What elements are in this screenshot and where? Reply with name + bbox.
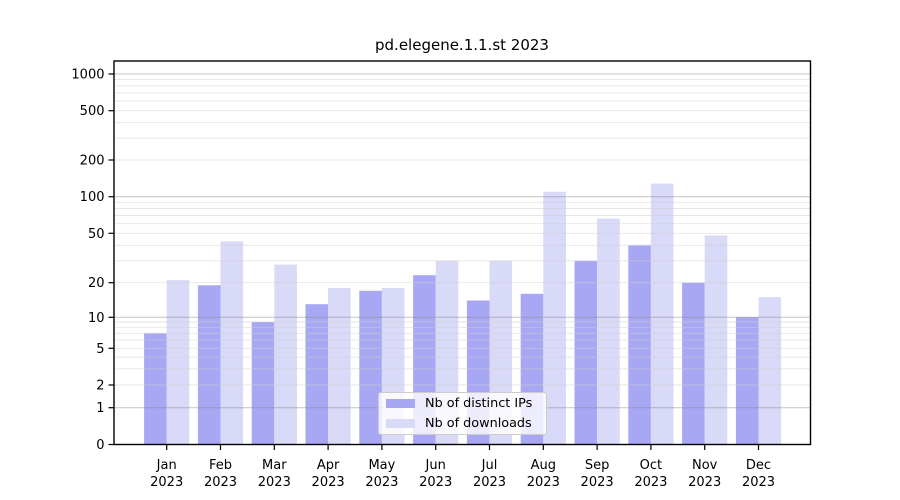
y-axis-tick-label: 100 — [80, 190, 105, 205]
x-axis-tick-label-month: Jun — [425, 458, 446, 473]
x-axis-tick-label-year: 2023 — [150, 475, 183, 490]
legend-label-distinct-ips: Nb of distinct IPs — [425, 396, 533, 411]
bar-aug-nb-of-downloads — [543, 191, 566, 445]
gridlines — [114, 73, 811, 409]
bar-may-nb-of-distinct-ips — [359, 290, 382, 445]
bar-feb-nb-of-downloads — [220, 241, 244, 445]
bar-nov-nb-of-distinct-ips — [682, 282, 705, 445]
bar-jan-nb-of-downloads — [166, 280, 190, 445]
x-axis-tick-label-month: Mar — [262, 458, 287, 473]
x-axis-tick-label-month: Nov — [692, 458, 718, 473]
bar-apr-nb-of-downloads — [328, 288, 351, 445]
x-axis-tick-label-month: Jul — [481, 458, 498, 473]
x-axis-tick-label-year: 2023 — [634, 475, 667, 490]
y-axis-tick-label: 5 — [96, 342, 104, 357]
y-axis: 0 1 2 5 10 20 50 100 200 500 1000 — [71, 68, 114, 453]
legend-swatch-downloads — [386, 419, 415, 428]
legend-label-downloads: Nb of downloads — [425, 416, 532, 431]
x-axis-tick-label-year: 2023 — [312, 475, 345, 490]
bar-dec-nb-of-distinct-ips — [735, 317, 759, 445]
bar-mar-nb-of-downloads — [274, 264, 297, 445]
y-axis-tick-label: 10 — [88, 311, 105, 326]
y-axis-tick-label: 1 — [96, 401, 104, 416]
bar-dec-nb-of-downloads — [758, 297, 782, 445]
y-axis-tick-label: 0 — [96, 438, 104, 453]
x-axis-tick-label-month: Feb — [209, 458, 232, 473]
y-axis-tick-label: 200 — [80, 154, 105, 169]
legend-swatch-distinct-ips — [386, 399, 415, 408]
legend-item-downloads: Nb of downloads — [379, 415, 546, 433]
y-axis-tick-label: 50 — [88, 227, 105, 242]
x-axis-tick-label-year: 2023 — [473, 475, 506, 490]
bar-oct-nb-of-downloads — [650, 183, 674, 445]
x-axis-tick-label-year: 2023 — [527, 475, 560, 490]
bar-feb-nb-of-distinct-ips — [197, 285, 221, 445]
x-axis: Jan 2023 Feb 2023 Mar 2023 Apr 2023 May 2023 Jun 20… — [150, 444, 775, 490]
bar-sep-nb-of-distinct-ips — [574, 260, 598, 445]
x-axis-tick-label-month: Jan — [156, 458, 177, 473]
x-axis-tick-label-month: Dec — [746, 458, 771, 473]
x-axis-tick-label-month: Oct — [640, 458, 662, 473]
x-axis-tick-label-year: 2023 — [742, 475, 775, 490]
x-axis-tick-label-month: Aug — [531, 458, 556, 473]
chart-title: pd.elegene.1.1.st 2023 — [375, 36, 549, 54]
x-axis-tick-label-year: 2023 — [204, 475, 237, 490]
bar-mar-nb-of-distinct-ips — [251, 322, 275, 445]
x-axis-tick-label-year: 2023 — [688, 475, 721, 490]
bar-sep-nb-of-downloads — [597, 218, 620, 445]
y-axis-tick-label: 500 — [80, 104, 105, 119]
chart-legend: Nb of distinct IPs Nb of downloads — [378, 392, 547, 435]
x-axis-tick-label-year: 2023 — [419, 475, 452, 490]
y-axis-tick-label: 20 — [88, 276, 105, 291]
plot-border — [113, 60, 812, 446]
x-axis-tick-label-month: Apr — [317, 458, 340, 473]
x-axis-tick-label-year: 2023 — [581, 475, 614, 490]
x-axis-tick-label-month: Sep — [585, 458, 610, 473]
bar-apr-nb-of-distinct-ips — [305, 304, 329, 445]
y-axis-tick-label: 1000 — [71, 68, 104, 83]
x-axis-tick-label-year: 2023 — [258, 475, 291, 490]
x-axis-tick-label-month: May — [368, 458, 395, 473]
bar-jan-nb-of-distinct-ips — [144, 333, 167, 445]
bar-oct-nb-of-distinct-ips — [628, 245, 651, 445]
y-axis-tick-label: 2 — [96, 379, 104, 394]
legend-item-distinct-ips: Nb of distinct IPs — [379, 395, 546, 413]
x-axis-tick-label-year: 2023 — [365, 475, 398, 490]
